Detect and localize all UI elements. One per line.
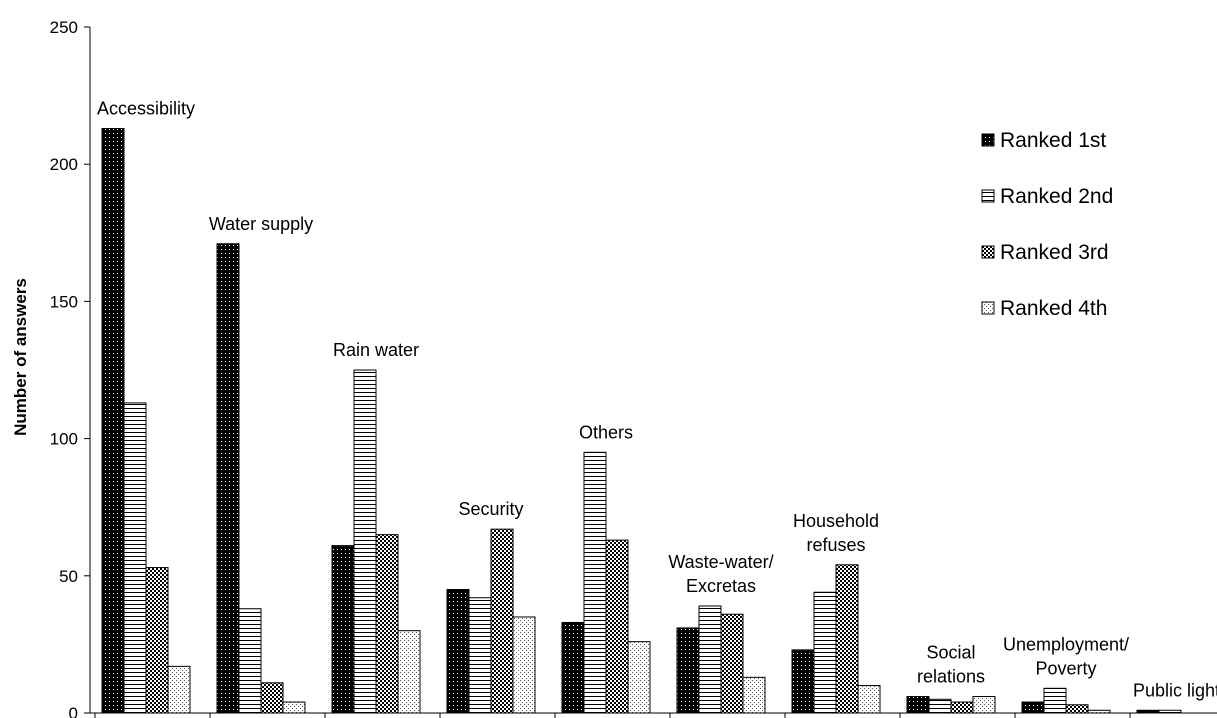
category-label: Rain water — [333, 340, 419, 360]
legend-swatch — [981, 133, 995, 147]
category-label: Social — [926, 643, 975, 663]
bar-2 — [123, 402, 147, 714]
bars — [101, 128, 1182, 714]
bar-4 — [282, 701, 306, 714]
bar-3 — [1065, 704, 1089, 714]
bar-2 — [698, 605, 722, 714]
bar-1 — [331, 545, 355, 714]
legend: Ranked 1st Ranked 2nd Ranked 3rd Ranked 4th — [981, 129, 1113, 320]
category-labels: Accessibility Water supply Rain water Secur… — [97, 99, 1217, 701]
y-tick-label: 100 — [50, 430, 78, 449]
y-axis: 0 50 100 150 200 250 — [50, 18, 91, 718]
x-axis — [90, 712, 1217, 718]
category-label: Others — [579, 422, 633, 442]
bar-1 — [101, 128, 125, 714]
y-axis-label: Number of answers — [11, 278, 30, 436]
legend-swatch — [981, 189, 995, 203]
bar-3 — [835, 564, 859, 714]
category-label: Accessibility — [97, 99, 195, 119]
y-tick-label: 250 — [50, 18, 78, 37]
bar-4 — [627, 641, 651, 714]
bar-2 — [1043, 687, 1067, 714]
bar-3 — [950, 701, 974, 714]
bar-2 — [813, 591, 837, 714]
category-label: Waste-water/ — [668, 552, 773, 572]
bar-3 — [145, 567, 169, 714]
legend-label: Ranked 2nd — [1000, 185, 1113, 208]
bar-4 — [857, 685, 881, 714]
legend-label: Ranked 4th — [1000, 297, 1107, 320]
bar-3 — [375, 534, 399, 714]
bar-2 — [928, 698, 952, 714]
legend-swatch — [981, 301, 995, 315]
y-tick-label: 200 — [50, 155, 78, 174]
category-label: Unemployment/ — [1003, 634, 1129, 654]
bar-4 — [972, 696, 996, 714]
bar-4 — [167, 665, 191, 714]
category-label: relations — [917, 667, 985, 687]
y-tick-label: 150 — [50, 292, 78, 311]
y-tick-label: 0 — [69, 704, 78, 718]
bar-2 — [583, 451, 607, 714]
category-label: refuses — [806, 535, 865, 555]
bar-3 — [720, 613, 744, 714]
category-label: Poverty — [1035, 658, 1096, 678]
legend-label: Ranked 3rd — [1000, 241, 1109, 264]
bar-1 — [676, 627, 700, 714]
bar-2 — [238, 608, 262, 714]
category-label: Water supply — [209, 214, 313, 234]
legend-label: Ranked 1st — [1000, 129, 1106, 152]
bar-4 — [397, 630, 421, 714]
bar-2 — [353, 369, 377, 714]
bar-1 — [561, 621, 585, 714]
category-label: Household — [793, 511, 879, 531]
category-label: Public lights — [1133, 680, 1217, 700]
bar-3 — [260, 682, 284, 714]
legend-swatch — [981, 245, 995, 259]
bar-1 — [216, 243, 240, 714]
bar-1 — [446, 589, 470, 714]
bar-1 — [906, 696, 930, 714]
bar-2 — [468, 597, 492, 714]
bar-1 — [1021, 701, 1045, 714]
bar-1 — [791, 649, 815, 714]
y-tick-label: 50 — [59, 567, 78, 586]
bar-4 — [742, 676, 766, 714]
category-label: Security — [458, 499, 523, 519]
bar-3 — [490, 528, 514, 714]
bar-4 — [512, 616, 536, 714]
category-label: Excretas — [686, 576, 756, 596]
bar-3 — [605, 539, 629, 714]
